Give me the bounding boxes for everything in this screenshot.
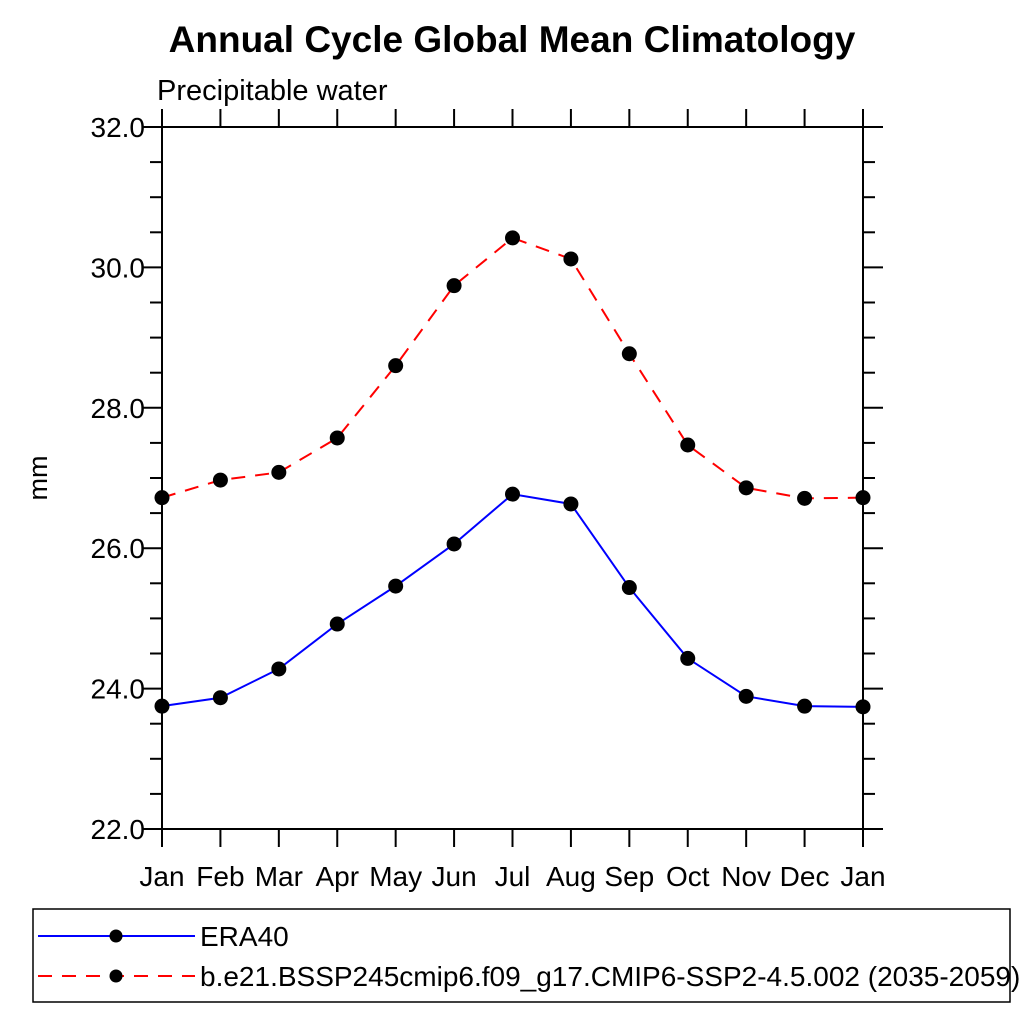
legend-entry-label: ERA40: [200, 921, 289, 952]
data-point-marker: [271, 661, 287, 677]
data-point-marker: [738, 480, 754, 496]
y-tick-label: 28.0: [91, 393, 146, 424]
data-point-marker: [271, 464, 287, 480]
data-point-marker: [855, 699, 871, 715]
x-tick-label: Feb: [196, 861, 244, 892]
data-point-marker: [563, 251, 579, 267]
data-point-marker: [680, 650, 696, 666]
data-point-marker: [154, 698, 170, 714]
x-tick-label: Jun: [432, 861, 477, 892]
data-point-marker: [388, 578, 404, 594]
x-tick-label: Sep: [604, 861, 654, 892]
x-tick-label: Mar: [255, 861, 303, 892]
data-point-marker: [154, 490, 170, 506]
data-point-marker: [505, 486, 520, 502]
data-point-marker: [797, 490, 813, 506]
data-point-marker: [855, 490, 871, 506]
x-tick-label: Jan: [840, 861, 885, 892]
x-tick-label: Nov: [721, 861, 771, 892]
legend-marker-dot: [109, 929, 123, 943]
series-line-dashed: [161, 236, 864, 500]
y-tick-label: 26.0: [91, 533, 146, 564]
plot-axes: [142, 109, 883, 847]
x-tick-label: Aug: [546, 861, 596, 892]
data-point-marker: [738, 688, 754, 704]
y-tick-label: 24.0: [91, 674, 146, 705]
data-point-marker: [505, 230, 520, 246]
chart-title: Annual Cycle Global Mean Climatology: [169, 19, 856, 60]
x-tick-label: Jan: [139, 861, 184, 892]
series-line-solid: [161, 493, 864, 708]
data-point-marker: [621, 580, 637, 596]
data-point-marker: [329, 616, 345, 632]
x-tick-label: Jul: [495, 861, 531, 892]
x-tick-label: Oct: [666, 861, 710, 892]
legend-marker-dot: [109, 969, 123, 983]
legend-entry-label: b.e21.BSSP245cmip6.f09_g17.CMIP6-SSP2-4.…: [200, 961, 1020, 992]
data-point-marker: [680, 437, 696, 453]
legend-box: [32, 908, 1011, 1003]
y-tick-label: 30.0: [91, 252, 146, 283]
data-point-marker: [563, 496, 579, 512]
data-point-marker: [329, 430, 345, 446]
x-tick-labels: Jan Feb Mar Apr May Jun Jul Aug Sep Oct Nov Dec Jan: [139, 861, 885, 892]
y-tick-labels: 22.0 24.0 26.0 28.0 30.0 32.0: [91, 112, 146, 845]
data-point-marker: [212, 472, 228, 488]
legend-entries: ERA40 b.e21.BSSP245cmip6.f09_g17.CMIP6-SS…: [38, 921, 1020, 992]
y-tick-label: 22.0: [91, 814, 146, 845]
x-tick-label: May: [369, 861, 422, 892]
data-point-marker: [446, 536, 462, 552]
data-point-marker: [212, 690, 228, 706]
x-tick-label: Apr: [315, 861, 359, 892]
chart-subtitle: Precipitable water: [157, 75, 388, 107]
x-tick-label: Dec: [780, 861, 830, 892]
data-point-marker: [797, 698, 813, 714]
data-point-marker: [621, 346, 637, 362]
y-tick-label: 32.0: [91, 112, 146, 143]
data-point-marker: [446, 278, 462, 294]
data-series: [154, 230, 871, 715]
legend: ERA40 b.e21.BSSP245cmip6.f09_g17.CMIP6-SS…: [32, 908, 1020, 1003]
data-point-marker: [388, 358, 404, 374]
y-axis-label: mm: [23, 456, 53, 501]
